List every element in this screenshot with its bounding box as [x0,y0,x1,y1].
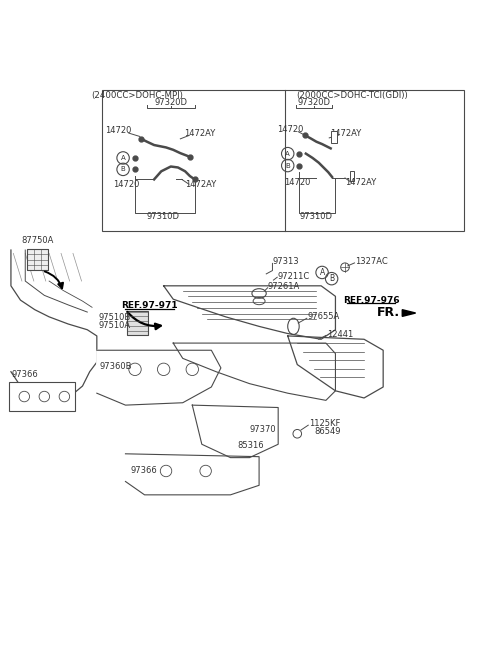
Text: 14720: 14720 [277,125,303,133]
Text: A: A [120,155,125,161]
Text: B: B [120,167,125,172]
Text: 97360B: 97360B [99,362,132,371]
Text: 97310D: 97310D [300,212,333,221]
Polygon shape [402,310,416,316]
Text: (2000CC>DOHC-TCI(GDI)): (2000CC>DOHC-TCI(GDI)) [296,91,408,100]
Text: 97510B: 97510B [99,313,131,322]
Polygon shape [173,343,336,400]
Text: B: B [285,163,290,168]
Polygon shape [192,405,278,457]
Text: 85316: 85316 [238,441,264,450]
Text: A: A [320,268,324,277]
Polygon shape [125,454,259,495]
Bar [9,382,75,411]
Text: 97320D: 97320D [298,98,330,106]
Text: 14720: 14720 [105,126,132,135]
Bar [331,131,337,143]
Text: 97655A: 97655A [308,312,340,321]
Text: 1125KF: 1125KF [309,419,341,428]
Text: 97261A: 97261A [268,283,300,292]
Text: A: A [285,150,290,157]
Text: 1472AY: 1472AY [184,128,215,137]
Text: 1472AY: 1472AY [330,128,361,137]
Text: 87750A: 87750A [21,237,53,245]
Text: 1472AY: 1472AY [185,179,216,189]
Text: REF.97-971: REF.97-971 [121,301,178,310]
Text: 1327AC: 1327AC [356,257,388,266]
Bar [350,171,354,181]
Text: B: B [329,274,334,283]
Text: FR.: FR. [376,306,399,319]
Text: (2400CC>DOHC-MPI): (2400CC>DOHC-MPI) [92,91,183,100]
Bar [27,249,48,270]
Text: 97366: 97366 [130,467,157,476]
Text: 97510A: 97510A [99,321,131,330]
Text: 14720: 14720 [113,179,140,189]
Text: 97310D: 97310D [146,212,179,221]
Polygon shape [97,351,221,405]
Text: 97211C: 97211C [277,272,310,281]
Text: 12441: 12441 [327,330,353,339]
Polygon shape [288,336,383,398]
Text: 97366: 97366 [12,370,38,379]
Polygon shape [164,286,336,340]
Text: 97320D: 97320D [154,98,187,106]
Text: 14720: 14720 [284,178,311,187]
Bar [102,90,464,231]
Text: REF.97-976: REF.97-976 [343,295,399,305]
Text: 97370: 97370 [250,426,276,434]
Text: 1472AY: 1472AY [345,178,376,187]
Text: 86549: 86549 [314,427,340,436]
Text: 97313: 97313 [273,257,299,266]
Bar [127,310,148,336]
